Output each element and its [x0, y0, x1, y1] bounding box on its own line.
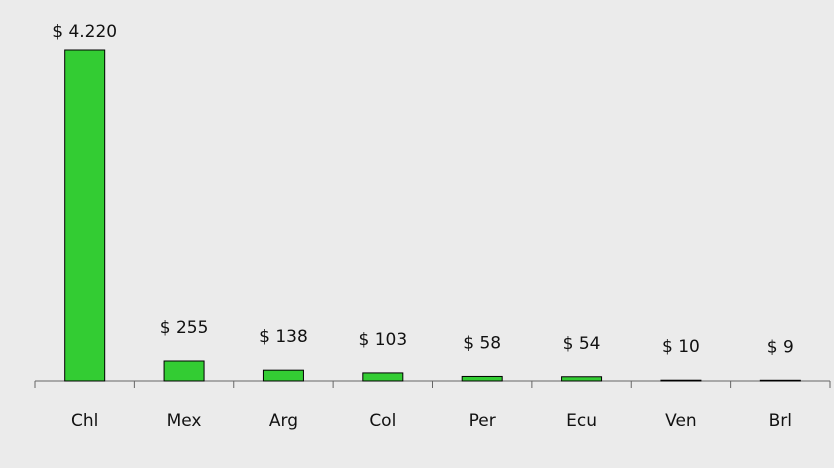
bar [362, 372, 404, 382]
value-label: $ 9 [767, 337, 794, 357]
bar [163, 360, 205, 382]
value-label: $ 10 [662, 337, 700, 357]
bar [660, 379, 702, 382]
x-tick-label: Mex [167, 411, 202, 431]
bar [461, 375, 503, 382]
x-tick-label: Brl [769, 411, 792, 431]
x-tick-label: Arg [269, 411, 298, 431]
value-label: $ 103 [358, 330, 407, 350]
value-label: $ 54 [563, 334, 601, 354]
bar [262, 369, 304, 382]
bar [561, 376, 603, 382]
value-label: $ 58 [463, 333, 501, 353]
bar [64, 49, 106, 382]
value-label: $ 255 [160, 318, 209, 338]
x-tick-label: Ecu [566, 411, 597, 431]
value-label: $ 138 [259, 327, 308, 347]
value-label: $ 4.220 [52, 22, 117, 42]
x-tick-label: Ven [665, 411, 697, 431]
x-tick-label: Per [469, 411, 496, 431]
x-tick-label: Chl [71, 411, 98, 431]
bar [759, 379, 801, 382]
x-tick-label: Col [369, 411, 396, 431]
